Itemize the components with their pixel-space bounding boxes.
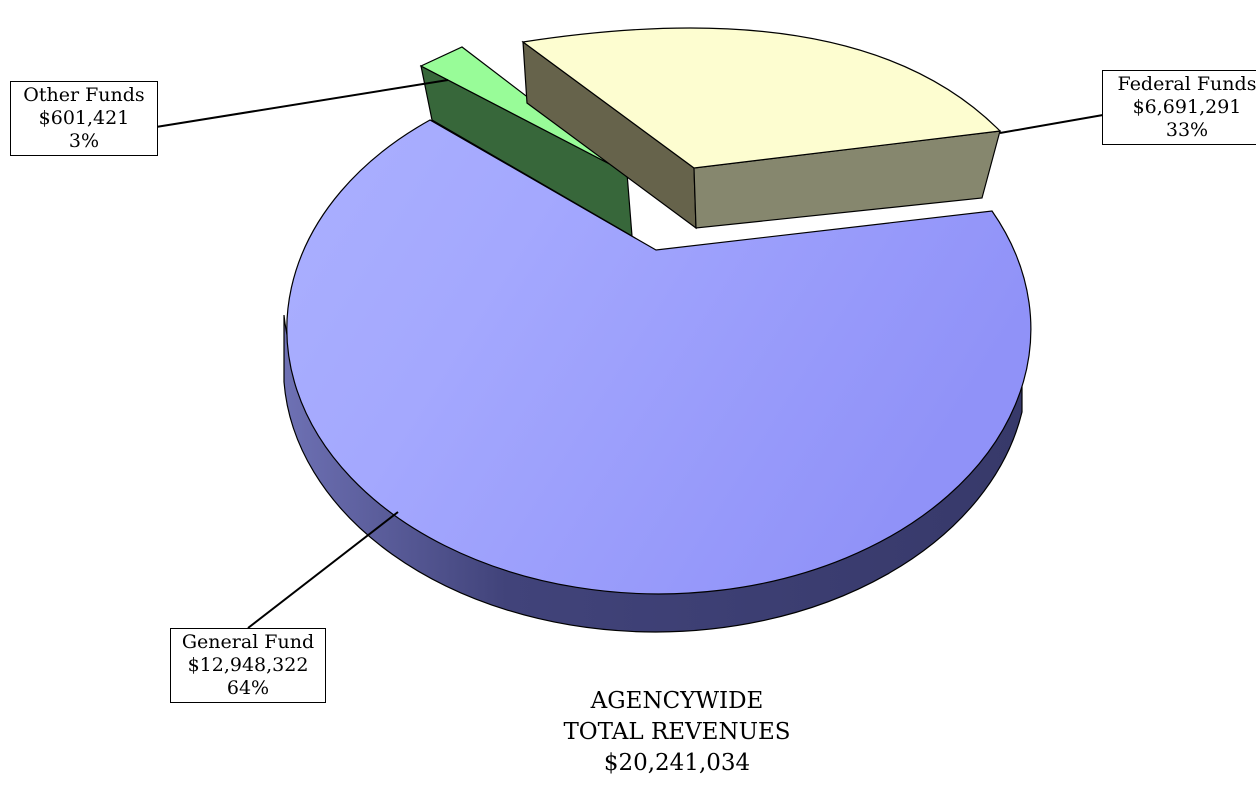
general-fund-data-label: General Fund $12,948,322 64% (170, 628, 326, 703)
general-fund-leader-line (247, 511, 399, 629)
federal-funds-top (521, 27, 1002, 169)
general-fund-value: $12,948,322 (187, 654, 309, 676)
other-funds-leader-line (155, 79, 449, 128)
pie-slice-federal-funds (521, 27, 1002, 230)
federal-funds-percent: 33% (1165, 119, 1209, 141)
pie-slice-general-fund (283, 119, 1032, 633)
total-revenues-annotation: AGENCYWIDE TOTAL REVENUES $20,241,034 (527, 686, 827, 779)
general-fund-percent: 64% (226, 677, 270, 699)
federal-funds-leader-line (999, 114, 1104, 134)
federal-funds-label: Federal Funds (1117, 73, 1256, 95)
other-funds-percent: 3% (68, 130, 100, 152)
federal-funds-data-label: Federal Funds $6,691,291 33% (1102, 70, 1256, 145)
other-funds-value: $601,421 (38, 107, 130, 129)
total-amount: $20,241,034 (603, 750, 751, 776)
general-fund-top (286, 119, 1032, 595)
total-line-1: AGENCYWIDE (590, 688, 764, 714)
total-line-2: TOTAL REVENUES (563, 719, 791, 745)
pie-slice-other-funds (419, 46, 633, 238)
other-funds-label: Other Funds (23, 84, 145, 106)
general-fund-label: General Fund (181, 631, 315, 653)
federal-funds-value: $6,691,291 (1132, 96, 1242, 118)
other-funds-data-label: Other Funds $601,421 3% (10, 81, 158, 156)
